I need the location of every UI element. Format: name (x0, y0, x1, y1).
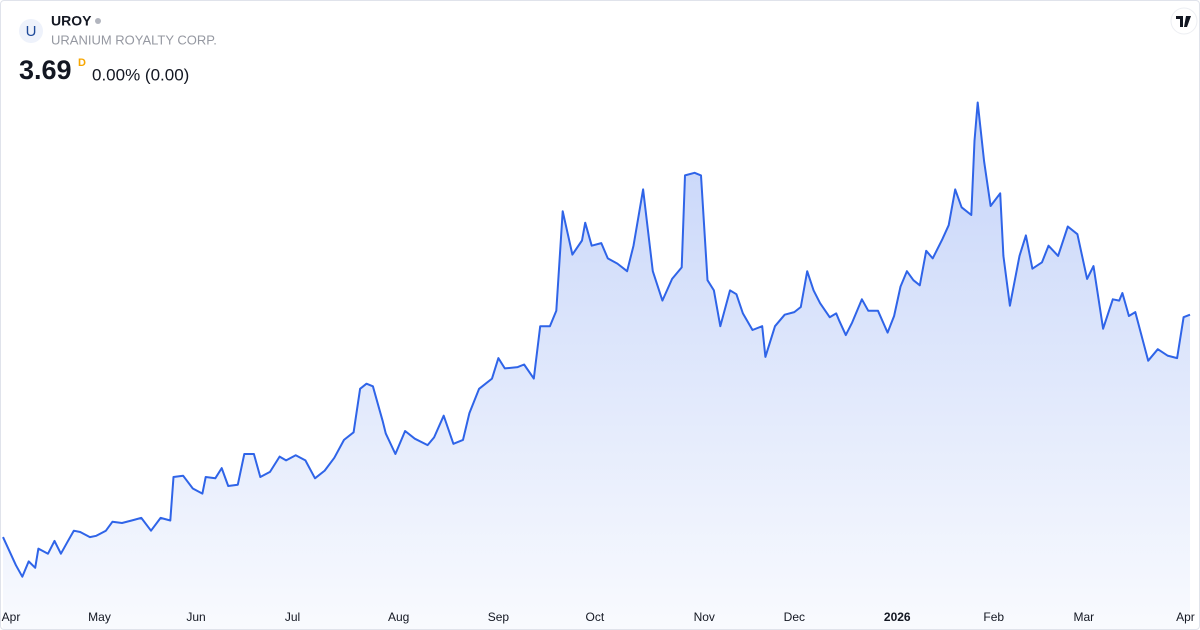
area-fill (3, 102, 1190, 629)
x-tick-label: Nov (694, 610, 715, 624)
interval: D (78, 57, 86, 69)
price-line (2, 101, 1191, 578)
logo-badge (19, 19, 43, 43)
logo-letter: U (26, 23, 37, 40)
x-tick-label: Jul (285, 610, 300, 624)
x-tick-label: Apr (2, 610, 21, 624)
x-tick-label: Aug (388, 610, 409, 624)
symbol[interactable]: UROY (51, 13, 92, 29)
tv-logo[interactable] (1170, 7, 1198, 35)
x-tick-label: 2026 (884, 610, 911, 624)
x-tick-label: Mar (1074, 610, 1095, 624)
x-tick-label: May (88, 610, 111, 624)
company-name: URANIUM ROYALTY CORP. (51, 32, 217, 47)
x-tick-label: Jun (186, 610, 205, 624)
x-tick-label: Sep (488, 610, 510, 624)
status-dot (95, 18, 101, 24)
x-tick-label: Apr (1176, 610, 1195, 624)
x-tick-label: Feb (983, 610, 1004, 624)
x-tick-label: Oct (586, 610, 605, 624)
x-tick-label: Dec (784, 610, 805, 624)
change: 0.00% (0.00) (92, 65, 189, 84)
price: 3.69 (19, 55, 72, 85)
